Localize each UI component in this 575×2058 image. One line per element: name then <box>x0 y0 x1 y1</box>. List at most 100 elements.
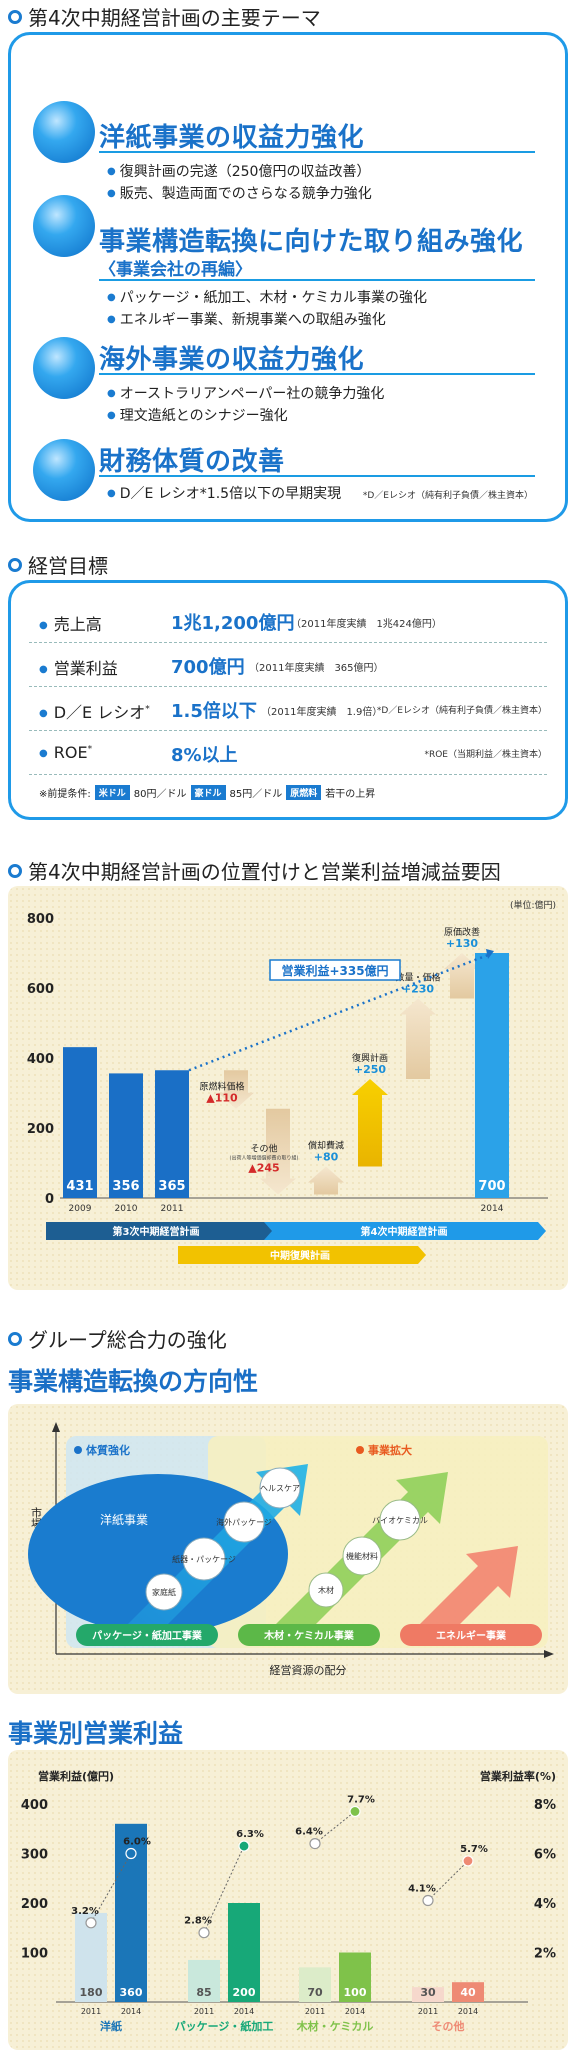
y-tick-label: 400 <box>27 1052 54 1067</box>
svg-text:エネルギー事業: エネルギー事業 <box>436 1629 507 1642</box>
rate-point <box>349 1805 361 1818</box>
x-tick-label: 2011 <box>81 2007 101 2016</box>
rate-point <box>198 1927 210 1939</box>
target-value: 1兆1,200億円 <box>171 613 295 634</box>
target-row-sales: 売上高 1兆1,200億円 （2011年度実績 1兆424億円） <box>29 599 547 643</box>
band-plan4 <box>264 1222 546 1240</box>
targets-panel: 売上高 1兆1,200億円 （2011年度実績 1兆424億円） 営業利益 70… <box>8 580 568 820</box>
bubble-label: 家庭紙 <box>152 1587 176 1597</box>
group-label: その他 <box>432 2019 465 2033</box>
x-tick-label: 2009 <box>69 1204 92 1214</box>
paper-business-ellipse <box>28 1474 288 1634</box>
y-tick-label: 800 <box>27 912 54 927</box>
pill-wood <box>238 1624 380 1646</box>
bar-value-label: 40 <box>460 1986 476 1999</box>
themes-heading: 第4次中期経営計画の主要テーマ <box>8 2 321 31</box>
rate-label: 6.4% <box>295 1827 323 1838</box>
bar-2011 <box>155 1070 189 1198</box>
x-tick-label: 2010 <box>115 1204 138 1214</box>
bar-2011 <box>412 1987 444 2002</box>
group-label: 木材・ケミカル <box>296 2019 374 2033</box>
factor-value: ▲110 <box>206 1092 238 1105</box>
bubble-healthcare <box>259 1467 301 1509</box>
bar-value-label: 100 <box>344 1986 367 1999</box>
bar-value-label: 200 <box>233 1986 256 1999</box>
factor-label: その他 <box>250 1143 277 1155</box>
heading-bullet-icon <box>8 557 22 572</box>
heading-bullet-icon <box>8 863 22 878</box>
bar-value-label: 356 <box>112 1179 139 1194</box>
bubble-label: 機能材料 <box>346 1551 378 1561</box>
factor-label: 原燃料価格 <box>199 1081 244 1093</box>
bar-value-label: 70 <box>307 1986 323 1999</box>
target-callout-box <box>269 959 401 981</box>
target-value: 700億円 <box>171 657 245 678</box>
bubble-label: ヘルスケア <box>260 1484 300 1493</box>
bar-value-label: 180 <box>80 1986 103 1999</box>
rate-label: 4.1% <box>408 1884 436 1895</box>
bar-value-label: 360 <box>120 1986 143 1999</box>
x-axis-label: 経営資源の配分 <box>270 1663 347 1677</box>
target-detail: （2011年度実績 1兆424億円） <box>291 619 442 630</box>
y2-tick-label: 2% <box>534 1947 556 1962</box>
target-footnote: *ROE（当期利益／株主資本） <box>424 750 547 760</box>
factor-label: 数量・価格 <box>395 972 440 984</box>
y2-axis-title: 営業利益率(%) <box>480 1769 556 1783</box>
theme-title: 財務体質の改善 <box>99 447 285 477</box>
y-tick-label: 100 <box>21 1947 48 1962</box>
premise-tag: 豪ドル <box>190 785 226 800</box>
sphere-icon <box>33 439 95 501</box>
bubble-overseas <box>223 1501 265 1543</box>
bubble-package <box>182 1537 226 1581</box>
target-row-profit: 営業利益 700億円 （2011年度実績 365億円） <box>29 643 547 687</box>
theme-bullet: 販売、製造両面でのさらなる競争力強化 <box>107 183 372 203</box>
band-recovery <box>178 1246 426 1264</box>
rate-label: 5.7% <box>460 1844 488 1855</box>
rate-label: 3.2% <box>71 1906 99 1917</box>
y-tick-label: 300 <box>21 1848 48 1863</box>
x-tick-label: 2014 <box>121 2007 141 2016</box>
y-axis-title: 営業利益(億円) <box>38 1769 114 1783</box>
factor-value: +230 <box>402 983 435 996</box>
theme-footnote: *D／Eレシオ（純有利子負債／株主資本） <box>362 491 533 501</box>
heading-bullet-icon <box>8 1331 22 1346</box>
bridge-heading: 第4次中期経営計画の位置付けと営業利益増減益要因 <box>8 856 501 885</box>
x-tick-label: 2014 <box>481 1204 504 1214</box>
theme-subtitle: 〈事業会社の再編〉 <box>99 260 252 280</box>
group-label: 洋紙 <box>100 2019 122 2033</box>
rate-line <box>314 1811 356 1844</box>
trend-arrowhead-icon <box>486 949 494 959</box>
rate-label: 7.7% <box>347 1794 375 1805</box>
unit-label: (単位:億円) <box>510 899 556 911</box>
y-tick-label: 0 <box>45 1192 54 1207</box>
theme-bullet: オーストラリアンペーパー社の競争力強化 <box>107 383 385 403</box>
zone-strengthen-label: 体質強化 <box>86 1443 130 1457</box>
target-row-roe: ROE* 8%以上 *ROE（当期利益／株主資本） <box>29 731 547 775</box>
rate-point <box>309 1837 321 1850</box>
svg-text:パッケージ・紙加工事業: パッケージ・紙加工事業 <box>92 1629 203 1642</box>
y2-tick-label: 8% <box>534 1798 556 1813</box>
bar-2009 <box>63 1047 97 1198</box>
pill-package <box>76 1624 218 1646</box>
bridge-chart-panel: 0 200 400 600 800 原燃料価格 ▲110 その他 (出荷人等増価償却費の取り組… <box>8 886 568 1290</box>
target-detail: （2011年度実績 1.9倍） <box>261 707 383 718</box>
bubble-label: 木材 <box>318 1585 334 1595</box>
theme-bullet: 理文造紙とのシナジー強化 <box>107 405 288 425</box>
group-label: パッケージ・紙加工 <box>175 2019 274 2033</box>
theme-title: 事業構造転換に向けた取り組み強化 <box>99 227 524 257</box>
sphere-icon <box>33 337 95 399</box>
rate-label: 6.0% <box>123 1837 151 1848</box>
rate-line <box>427 1860 469 1901</box>
factor-arrow-1 <box>260 1108 296 1195</box>
x-tick-label: 2011 <box>418 2007 438 2016</box>
zone-expand-label: 事業拡大 <box>368 1443 412 1457</box>
x-tick-label: 2014 <box>345 2007 365 2016</box>
rate-point <box>462 1855 474 1867</box>
theme-bullet: パッケージ・紙加工、木材・ケミカル事業の強化 <box>107 287 427 307</box>
target-callout: 営業利益+335億円 <box>281 963 388 978</box>
bar-value-label: 700 <box>478 1179 505 1194</box>
target-row-de-ratio: D／E レシオ* 1.5倍以下 （2011年度実績 1.9倍） *D／Eレシオ（… <box>29 687 547 731</box>
factor-arrow-2 <box>308 1166 344 1195</box>
premise-tag: 米ドル <box>94 785 130 800</box>
bar-2011 <box>299 1967 331 2002</box>
